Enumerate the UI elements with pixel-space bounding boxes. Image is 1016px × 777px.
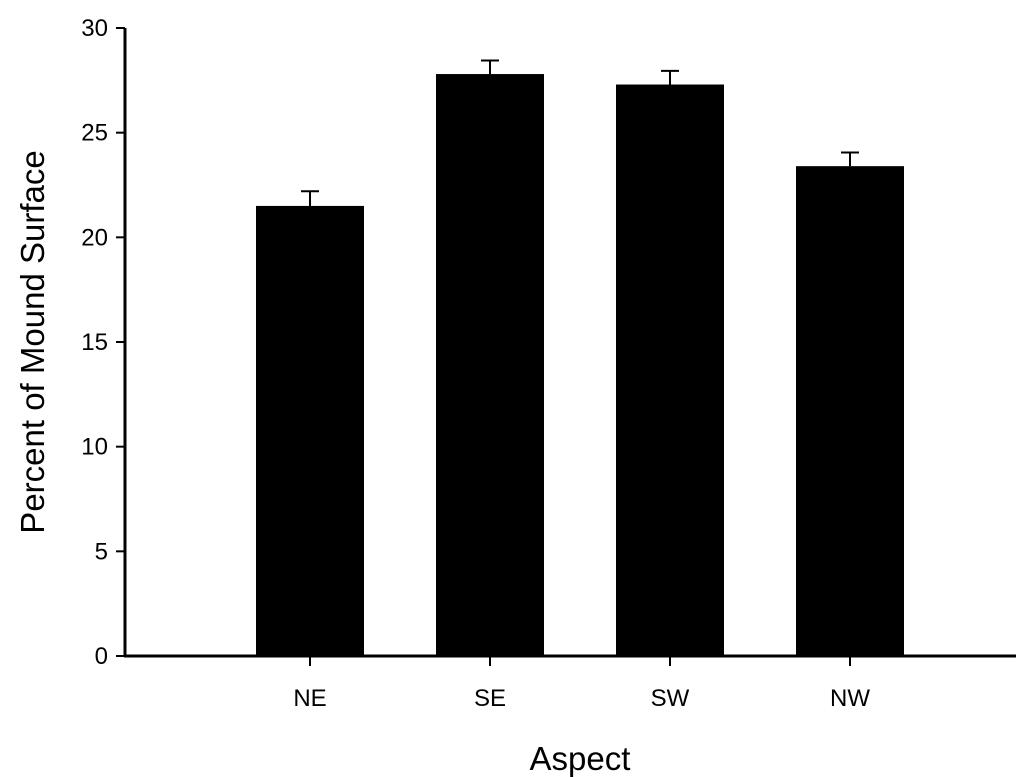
y-tick-label: 30 xyxy=(81,15,108,42)
y-tick-labels-group: 0 5 10 15 20 25 30 xyxy=(81,15,108,670)
bar-ne xyxy=(256,205,364,656)
bar-nw xyxy=(796,166,904,656)
error-bars-group xyxy=(301,59,859,206)
y-tick-label: 15 xyxy=(81,329,108,356)
y-axis-title: Percent of Mound Surface xyxy=(14,150,51,533)
y-tick-label: 0 xyxy=(95,643,108,670)
y-tick-label: 5 xyxy=(95,538,108,565)
x-axis-title: Aspect xyxy=(530,740,631,777)
y-tick-label: 25 xyxy=(81,120,108,147)
x-tick-label-nw: NW xyxy=(830,685,870,712)
x-tick-label-ne: NE xyxy=(293,685,326,712)
y-tick-label: 10 xyxy=(81,434,108,461)
x-tick-label-se: SE xyxy=(474,685,506,712)
x-tick-labels-group: NE SE SW NW xyxy=(293,685,870,712)
axes-group xyxy=(116,27,1016,666)
x-tick-label-sw: SW xyxy=(651,685,690,712)
bar-se xyxy=(436,74,544,656)
y-tick-label: 20 xyxy=(81,224,108,251)
bar-sw xyxy=(616,84,724,656)
bars-group xyxy=(256,74,904,656)
